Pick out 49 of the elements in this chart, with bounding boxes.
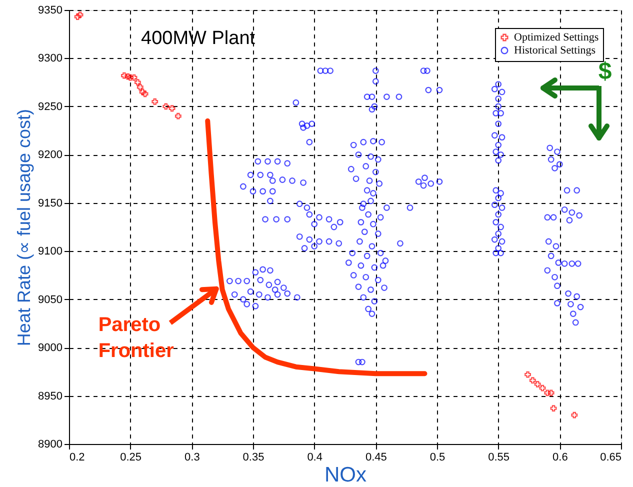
y-tick-label: 9350 (38, 4, 62, 16)
annotation: $ (598, 58, 612, 85)
x-tick-label: 0.5 (430, 452, 446, 464)
point (74, 14, 81, 20)
point (121, 72, 128, 79)
point (130, 74, 138, 81)
point (524, 371, 531, 378)
point (139, 88, 146, 96)
y-tick-label: 9200 (38, 149, 62, 162)
x-tick-label: 0.35 (242, 452, 264, 464)
point (539, 384, 546, 392)
x-tick-label: 0.65 (600, 452, 622, 464)
y-tick-label: 8950 (38, 390, 62, 402)
legend-label: Optimized Settings (514, 32, 599, 44)
y-tick-label: 9250 (38, 100, 62, 113)
point (534, 381, 541, 388)
y-axis-title: Heat Rate (∝ fuel usage cost) (14, 108, 34, 346)
x-tick-label: 0.55 (488, 452, 510, 464)
point (152, 98, 158, 105)
y-tick-label: 9100 (38, 246, 62, 258)
point (548, 390, 554, 396)
annotation: Pareto Frontier (98, 314, 174, 362)
y-tick-label: 9000 (38, 342, 62, 354)
x-tick-label: 0.25 (120, 452, 142, 464)
x-tick-label: 0.4 (307, 452, 322, 464)
point (134, 79, 141, 86)
y-tick-label: 9300 (38, 52, 62, 65)
y-tick-label: 9050 (38, 294, 62, 306)
point (529, 377, 536, 384)
point (550, 405, 557, 412)
x-tick-label: 0.3 (184, 452, 200, 464)
x-axis-title: NOx (324, 464, 367, 486)
text: 400MW Plant (141, 28, 256, 49)
point (544, 390, 551, 396)
legend-label: Historical Settings (514, 44, 596, 56)
point (174, 112, 182, 120)
y-tick-label: 9150 (38, 197, 62, 210)
point (136, 84, 144, 90)
point (124, 73, 132, 80)
point (76, 12, 84, 18)
x-tick-label: 0.2 (70, 452, 85, 464)
y-tick-label: 8900 (38, 438, 62, 450)
x-tick-label: 0.45 (365, 452, 387, 464)
x-tick-label: 0.6 (552, 452, 568, 464)
point (162, 103, 170, 110)
point (142, 90, 148, 98)
point (571, 412, 578, 418)
point (168, 105, 176, 112)
point (127, 74, 134, 81)
